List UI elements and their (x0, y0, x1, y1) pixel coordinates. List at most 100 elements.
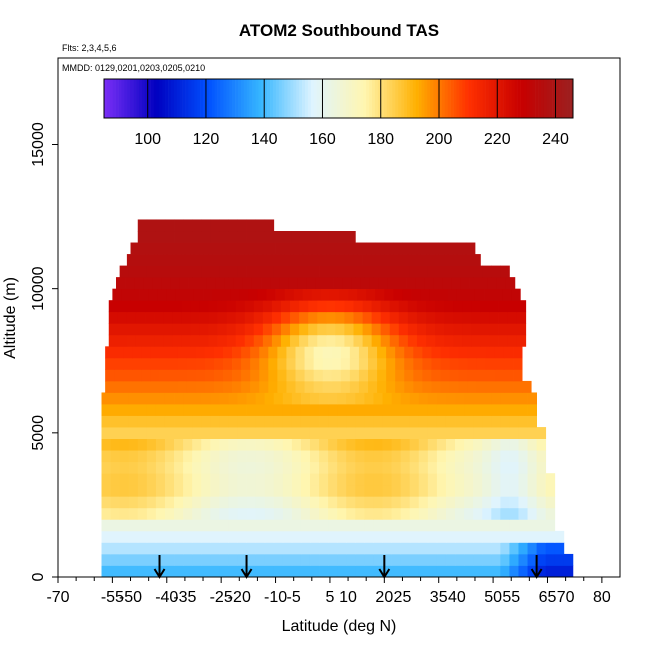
heatmap-cell (101, 507, 111, 520)
heatmap-cell (155, 519, 166, 532)
colorbar: 100 120 140 160 180 200 220 240 (103, 78, 574, 148)
heatmap-cell (485, 357, 496, 370)
heatmap-cell (255, 530, 266, 543)
heatmap-cell (213, 380, 224, 393)
heatmap-cell (319, 484, 329, 497)
colorbar-swatch (561, 79, 565, 118)
heatmap-cell (413, 380, 423, 393)
heatmap-cell (482, 519, 492, 532)
heatmap-cell (451, 277, 461, 290)
heatmap-cell (117, 311, 128, 324)
heatmap-cell (328, 484, 338, 497)
colorbar-swatch (459, 79, 463, 118)
heatmap-cell (371, 254, 382, 266)
heatmap-cell (255, 496, 266, 509)
x-minor-tick-label: 40 (448, 589, 466, 606)
heatmap-cell (500, 473, 510, 486)
heatmap-cell (380, 311, 391, 324)
heatmap-cell (119, 415, 130, 428)
heatmap-cell (518, 507, 528, 520)
heatmap-cell (389, 300, 400, 313)
heatmap-cell (513, 357, 523, 370)
heatmap-cell (487, 277, 498, 290)
heatmap-cell (237, 415, 247, 428)
heatmap-cell (485, 346, 496, 359)
heatmap-cell (435, 300, 445, 313)
heatmap-cell (554, 553, 565, 566)
heatmap-cell (440, 357, 450, 370)
heatmap-cell (219, 438, 229, 451)
heatmap-cell (513, 346, 523, 359)
heatmap-cell (304, 357, 315, 370)
heatmap-cell (328, 404, 338, 416)
x-minor-tick-label: -35 (173, 589, 196, 606)
heatmap-cell (150, 380, 160, 393)
heatmap-cell (498, 323, 508, 336)
heatmap-cell (418, 404, 429, 416)
heatmap-cell (482, 415, 492, 428)
heatmap-cell (164, 231, 175, 243)
heatmap-cell (253, 254, 264, 266)
heatmap-cell (337, 565, 347, 578)
heatmap-cell (435, 254, 445, 266)
heatmap-cell (364, 392, 374, 405)
heatmap-cell (228, 427, 238, 439)
heatmap-cell (273, 427, 284, 439)
heatmap-cell (155, 542, 166, 555)
heatmap-cell (264, 450, 275, 463)
heatmap-cell (476, 380, 487, 393)
heatmap-cell (226, 254, 237, 266)
heatmap-cell (291, 404, 302, 416)
heatmap-cell (507, 300, 518, 313)
heatmap-cell (141, 346, 151, 359)
heatmap-cell (467, 346, 478, 359)
heatmap-cell (346, 415, 356, 428)
heatmap-cell (319, 553, 329, 566)
heatmap-cell (183, 404, 193, 416)
heatmap-cell (355, 542, 365, 555)
heatmap-cell (164, 219, 175, 232)
heatmap-cell (337, 392, 347, 405)
heatmap-cell (445, 507, 456, 520)
heatmap-cell (135, 323, 146, 336)
colorbar-swatch (377, 79, 382, 118)
heatmap-cell (509, 473, 519, 486)
heatmap-cell (507, 311, 518, 324)
heatmap-cell (364, 427, 374, 439)
heatmap-cell (536, 542, 547, 555)
heatmap-cell (309, 392, 320, 405)
heatmap-cell (409, 473, 420, 486)
heatmap-cell (190, 334, 200, 347)
heatmap-cell (251, 277, 262, 290)
heatmap-cell (137, 265, 148, 278)
heatmap-cell (300, 415, 311, 428)
heatmap-cell (335, 300, 345, 313)
heatmap-cell (418, 484, 429, 497)
heatmap-cell (328, 519, 338, 532)
heatmap-cell (319, 438, 329, 451)
heatmap-cell (382, 473, 392, 486)
heatmap-cell (306, 277, 316, 290)
heatmap-cell (186, 369, 197, 382)
heatmap-cell (436, 438, 447, 451)
colorbar-tick-label: 100 (134, 131, 161, 148)
heatmap-cell (422, 380, 432, 393)
colorbar-swatch (555, 79, 559, 118)
heatmap-cell (322, 380, 333, 393)
heatmap-cell (264, 265, 275, 278)
heatmap-cell (353, 323, 363, 336)
heatmap-cell (228, 484, 238, 497)
heatmap-cell (500, 450, 510, 463)
heatmap-cell (431, 369, 441, 382)
heatmap-cell (400, 415, 411, 428)
heatmap-cell (484, 288, 494, 301)
heatmap-cell (204, 357, 215, 370)
heatmap-cell (473, 404, 483, 416)
heatmap-cell (219, 265, 229, 278)
heatmap-cell (389, 334, 400, 347)
heatmap-cell (344, 323, 354, 336)
heatmap-cell (422, 357, 432, 370)
heatmap-cell (201, 404, 211, 416)
heatmap-cell (480, 323, 490, 336)
heatmap-cell (344, 254, 354, 266)
